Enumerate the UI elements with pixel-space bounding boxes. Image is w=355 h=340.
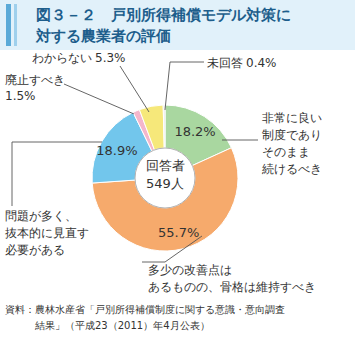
category-label: 多少の改善点はあるものの、骨格は維持すべき <box>148 263 316 294</box>
chart: 図３－２ 戸別所得補償モデル対策に対する農業者の評価回答者 549人 非常に良い制度… <box>0 0 355 340</box>
pie <box>92 105 238 251</box>
title-band <box>0 0 355 50</box>
source: 結果」（平成23（2011）年4月公表） <box>34 320 210 331</box>
leader-line <box>165 62 204 110</box>
leader-line <box>64 84 134 114</box>
leader-line <box>222 140 258 141</box>
category-label: わからない <box>32 51 92 65</box>
data-label: 0.4% <box>246 56 277 70</box>
data-label: 5.3% <box>95 51 126 65</box>
data-label: 1.5% <box>5 89 36 103</box>
slice <box>163 105 165 148</box>
center-label: 回答者 <box>146 158 185 173</box>
data-label: 55.7% <box>158 225 199 240</box>
title-stripe <box>14 4 17 46</box>
slice <box>139 105 164 150</box>
leader-line <box>120 66 149 112</box>
category-label: 廃止すべき <box>5 73 65 87</box>
data-label: 18.9% <box>96 143 137 158</box>
title: 図３－２ 戸別所得補償モデル対策に <box>36 6 291 24</box>
source: 資料：農林水産省「戸別所得補償制度に関する意識・意向調査 <box>5 304 285 315</box>
leader-line <box>12 142 102 206</box>
category-label: 非常に良い制度でありそのまま続けるべき <box>261 111 322 176</box>
donut-hole <box>135 148 195 208</box>
center-label: 549人 <box>146 176 184 191</box>
title: 対する農業者の評価 <box>35 27 171 45</box>
leader-line <box>142 236 202 262</box>
category-label: 問題が多く、抜本的に見直す必要がある <box>5 209 89 257</box>
category-label: 未回答 <box>207 56 243 70</box>
title-stripe <box>6 4 11 46</box>
data-label: 18.2% <box>174 124 215 139</box>
